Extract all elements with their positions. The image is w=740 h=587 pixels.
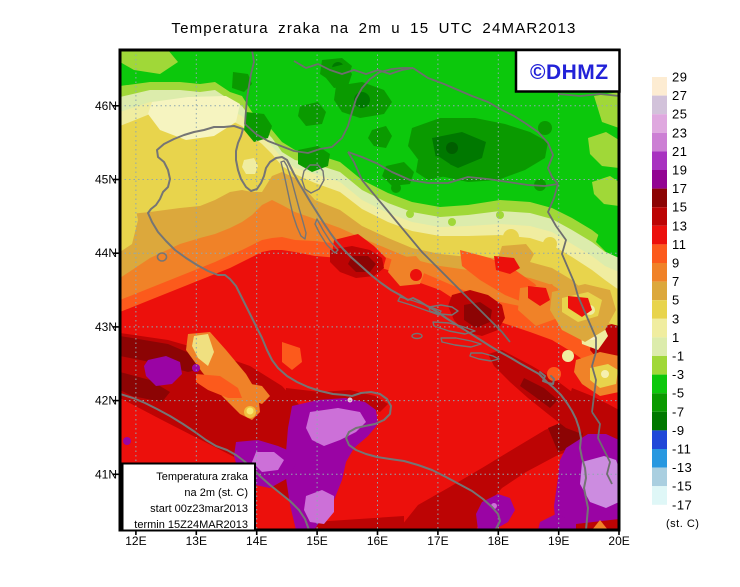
svg-text:(st. C): (st. C)	[666, 518, 699, 530]
svg-text:15E: 15E	[306, 534, 327, 548]
svg-text:43N: 43N	[95, 320, 117, 334]
svg-text:9: 9	[672, 256, 680, 271]
svg-text:Temperatura zraka na 2m u 15 U: Temperatura zraka na 2m u 15 UTC 24MAR20…	[171, 20, 576, 37]
svg-text:46N: 46N	[95, 99, 117, 113]
svg-text:-17: -17	[672, 497, 692, 512]
svg-text:15: 15	[672, 200, 687, 215]
svg-text:termin 15Z24MAR2013: termin 15Z24MAR2013	[134, 519, 248, 531]
svg-text:5: 5	[672, 293, 680, 308]
svg-text:13E: 13E	[186, 534, 207, 548]
svg-text:-13: -13	[672, 460, 692, 475]
svg-text:25: 25	[672, 107, 687, 122]
svg-text:-1: -1	[672, 349, 685, 364]
svg-text:-15: -15	[672, 479, 692, 494]
svg-text:-3: -3	[672, 367, 685, 382]
svg-text:18E: 18E	[488, 534, 509, 548]
svg-text:start 00z23mar2013: start 00z23mar2013	[150, 503, 248, 515]
svg-text:44N: 44N	[95, 246, 117, 260]
svg-text:3: 3	[672, 311, 680, 326]
svg-text:21: 21	[672, 144, 687, 159]
svg-text:na 2m (st. C): na 2m (st. C)	[184, 487, 248, 499]
svg-text:27: 27	[672, 88, 687, 103]
svg-text:41N: 41N	[95, 467, 117, 481]
svg-text:11: 11	[672, 237, 687, 252]
svg-text:45N: 45N	[95, 173, 117, 187]
svg-text:-7: -7	[672, 404, 685, 419]
svg-text:29: 29	[672, 70, 687, 85]
svg-text:23: 23	[672, 125, 687, 140]
svg-text:14E: 14E	[246, 534, 267, 548]
svg-text:20E: 20E	[608, 534, 629, 548]
svg-text:1: 1	[672, 330, 680, 345]
svg-text:12E: 12E	[125, 534, 146, 548]
svg-text:-11: -11	[672, 442, 691, 457]
svg-text:7: 7	[672, 274, 680, 289]
svg-text:42N: 42N	[95, 394, 117, 408]
svg-text:19E: 19E	[548, 534, 569, 548]
svg-text:19: 19	[672, 163, 687, 178]
svg-text:Temperatura zraka: Temperatura zraka	[156, 471, 249, 483]
svg-text:13: 13	[672, 218, 687, 233]
svg-text:16E: 16E	[367, 534, 388, 548]
svg-text:17E: 17E	[427, 534, 448, 548]
svg-text:-9: -9	[672, 423, 685, 438]
svg-text:©DHMZ: ©DHMZ	[530, 61, 609, 84]
svg-text:17: 17	[672, 181, 687, 196]
svg-text:-5: -5	[672, 386, 685, 401]
